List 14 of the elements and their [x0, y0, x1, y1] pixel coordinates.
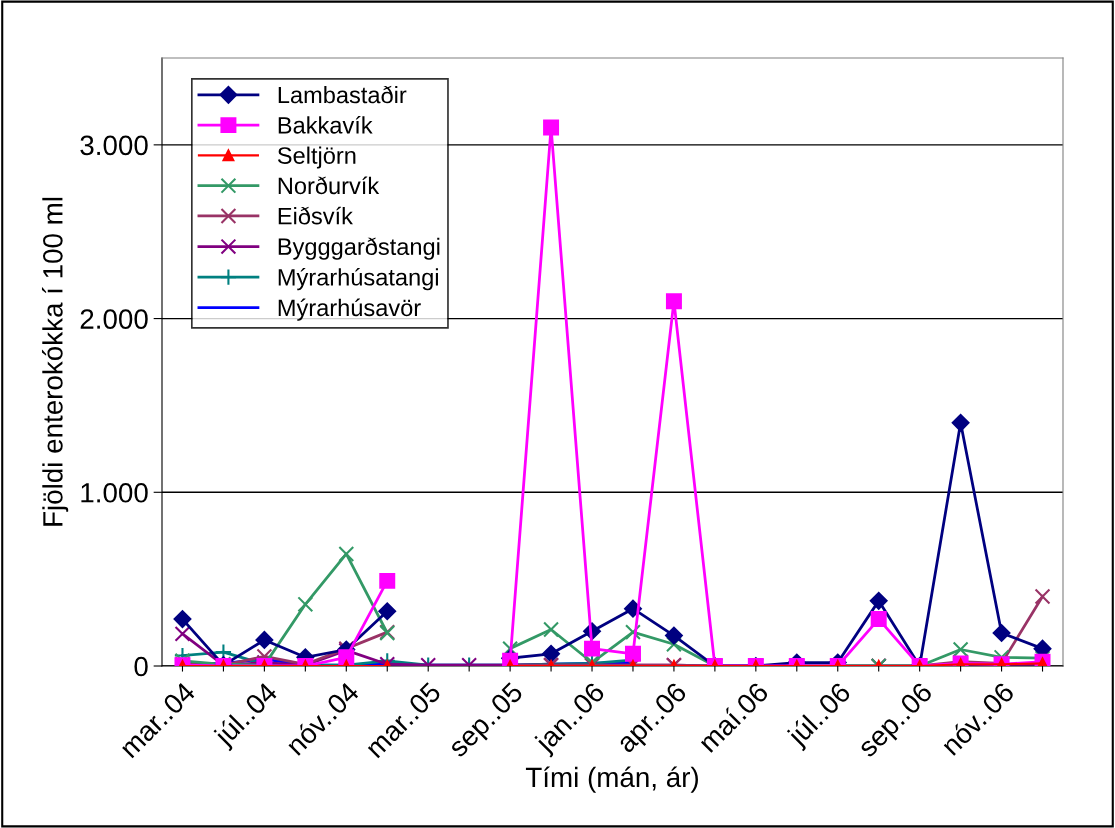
y-tick-label: 1.000 [81, 482, 148, 503]
legend-label: Bygggarðstangi [278, 237, 440, 260]
legend-label: Lambastaðir [278, 85, 407, 104]
legend-label: Seltjörn [277, 146, 356, 169]
legend-label: Norðurvík [278, 176, 380, 195]
legend-label: Eiðsvík [278, 206, 353, 225]
y-tick-label: 2.000 [80, 309, 148, 329]
y-axis-title: Fjöldi enterokókka í 100 ml [41, 197, 69, 526]
legend-label: Mýrarhúsavör [278, 298, 421, 321]
y-tick-label: 3.000 [80, 135, 148, 156]
legend-label: Mýrarhúsatangi [278, 268, 438, 291]
y-tick-label: 0 [134, 656, 148, 677]
legend-label: Bakkavík [278, 116, 373, 134]
x-axis-title: Tími (mán, ár) [525, 766, 698, 793]
